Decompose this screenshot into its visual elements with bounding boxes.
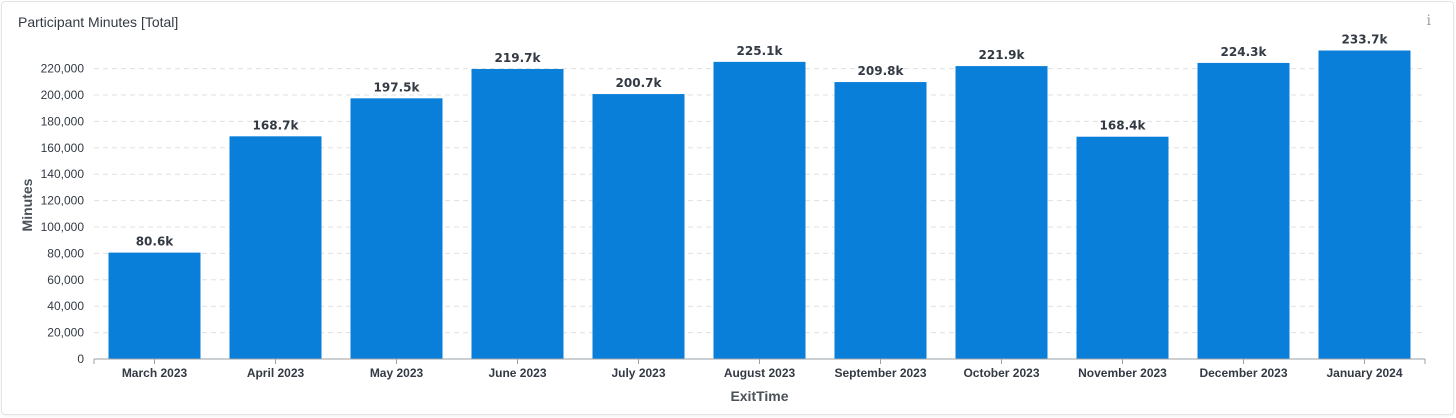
bar	[108, 252, 201, 359]
data-label: 233.7k	[1342, 33, 1389, 47]
y-tick-label: 80,000	[47, 246, 84, 260]
x-tick-label: November 2023	[1078, 366, 1167, 380]
y-tick-label: 40,000	[47, 299, 84, 313]
x-tick-label: April 2023	[247, 366, 305, 380]
x-tick-label: March 2023	[122, 366, 188, 380]
chart-title: Participant Minutes [Total]	[18, 14, 179, 30]
data-label: 197.5k	[374, 80, 421, 94]
x-tick-label: June 2023	[488, 366, 546, 380]
info-icon[interactable]: i	[1426, 13, 1431, 29]
data-label: 221.9k	[979, 48, 1026, 62]
x-tick-label: September 2023	[834, 366, 926, 380]
bar	[1076, 136, 1169, 359]
bar	[955, 66, 1048, 359]
data-label: 224.3k	[1221, 45, 1268, 59]
data-label: 168.4k	[1100, 119, 1147, 133]
bar	[713, 61, 806, 359]
bar	[592, 94, 685, 360]
y-tick-label: 180,000	[41, 114, 85, 128]
y-tick-label: 140,000	[41, 167, 85, 181]
y-tick-label: 20,000	[47, 326, 84, 340]
data-label: 80.6k	[136, 235, 175, 249]
y-axis-label: Minutes	[19, 178, 35, 231]
data-labels: 80.6k 168.7k 197.5k 219.7k 200.7k 225.1k 209.8…	[136, 33, 1389, 249]
y-tick-label: 220,000	[41, 62, 85, 76]
bar	[1318, 50, 1411, 360]
data-label: 200.7k	[616, 76, 663, 90]
axes	[93, 358, 1426, 364]
bars	[108, 50, 1411, 360]
data-label: 225.1k	[737, 44, 784, 58]
x-tick-label: January 2024	[1326, 366, 1402, 380]
bar	[229, 136, 322, 359]
bar	[350, 98, 443, 360]
y-tick-label: 200,000	[41, 88, 85, 102]
x-tick-label: May 2023	[370, 366, 424, 380]
data-label: 168.7k	[253, 118, 300, 132]
bar	[1197, 62, 1290, 359]
data-label: 209.8k	[858, 64, 905, 78]
y-tick-labels: 0 20,000 40,000 60,000 80,000 100,000 120,000 1…	[41, 62, 85, 366]
x-tick-label: December 2023	[1199, 366, 1287, 380]
data-label: 219.7k	[495, 51, 542, 65]
x-axis-label: ExitTime	[730, 388, 788, 404]
x-tick-labels: March 2023 April 2023 May 2023 June 2023 Jul…	[122, 366, 1403, 380]
x-tick-label: August 2023	[724, 366, 796, 380]
y-tick-label: 160,000	[41, 141, 85, 155]
bar	[834, 82, 927, 360]
x-tick-label: October 2023	[963, 366, 1039, 380]
y-tick-label: 60,000	[47, 273, 84, 287]
y-tick-label: 100,000	[41, 220, 85, 234]
y-tick-label: 0	[77, 352, 84, 366]
bar	[471, 68, 564, 359]
y-tick-label: 120,000	[41, 194, 85, 208]
x-tick-label: July 2023	[611, 366, 665, 380]
